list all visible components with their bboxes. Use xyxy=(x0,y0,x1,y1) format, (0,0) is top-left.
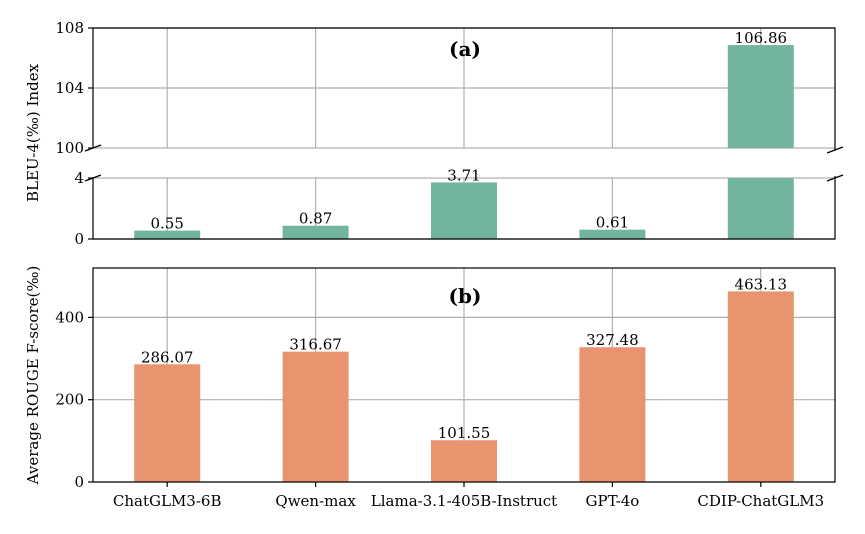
panel-a-label: (a) xyxy=(449,37,481,61)
panel-a-y-axis-label: BLEU-4(‰) Index xyxy=(24,63,42,202)
x-tick-label: Qwen-max xyxy=(275,492,356,510)
panel-a-data-label: 3.71 xyxy=(447,166,480,184)
panel-a-bar xyxy=(134,230,201,239)
panel-a-y-tick-label: 100 xyxy=(55,139,84,157)
panel-b-value-labels: 286.07 316.67 101.55 327.48 463.13 xyxy=(141,275,787,442)
panel-a-data-label: 0.87 xyxy=(299,210,332,228)
panel-b-y-tick-label: 200 xyxy=(55,391,84,409)
panel-a-bars xyxy=(134,45,794,239)
x-tick-label: CDIP-ChatGLM3 xyxy=(697,492,824,510)
panel-a-bar xyxy=(282,225,349,239)
x-tick-label: ChatGLM3-6B xyxy=(113,492,222,510)
panel-b-data-label: 286.07 xyxy=(141,348,194,366)
panel-a-y-tick-label: 104 xyxy=(55,79,84,97)
panel-a-y-tick-label: 108 xyxy=(55,19,84,37)
panel-a-y-tick-label: 0 xyxy=(74,230,84,248)
panel-b-bar xyxy=(727,291,794,482)
panel-b-bar xyxy=(579,347,646,482)
panel-a-y-tick-label: 4 xyxy=(74,169,84,187)
x-tick-label: Llama-3.1-405B-Instruct xyxy=(371,492,557,510)
panel-b: 0 200 400 286.07 316.67 101.55 327.48 463.13 C… xyxy=(24,266,836,510)
panel-b-y-ticks: 0 200 400 xyxy=(55,308,93,491)
panel-b-y-tick-label: 400 xyxy=(55,308,84,326)
panel-b-y-axis-label: Average ROUGE F-score(‰) xyxy=(24,266,42,486)
panel-b-bar xyxy=(134,364,201,482)
x-tick-label: GPT-4o xyxy=(586,492,640,510)
panel-b-data-label: 327.48 xyxy=(586,331,639,349)
panel-b-bar xyxy=(282,351,349,482)
panel-a-bar xyxy=(431,182,497,239)
panel-b-data-label: 463.13 xyxy=(735,275,788,293)
panel-b-bars xyxy=(134,291,794,482)
x-axis-tick-labels: ChatGLM3-6B Qwen-max Llama-3.1-405B-Instru… xyxy=(113,482,824,510)
panel-a-data-label: 0.55 xyxy=(150,215,183,233)
panel-b-bar xyxy=(431,440,497,482)
panel-b-data-label: 101.55 xyxy=(438,424,491,442)
panel-b-label: (b) xyxy=(449,284,482,308)
panel-a-data-label: 0.61 xyxy=(596,214,629,232)
panel-a-value-labels: 0.55 0.87 3.71 0.61 106.86 xyxy=(150,29,787,233)
panel-b-y-tick-label: 0 xyxy=(74,473,84,491)
panel-a-bar xyxy=(579,229,646,239)
panel-a: 100 104 108 0 4 0.55 0.87 3.71 0.61 106.86 (a) B… xyxy=(24,19,844,248)
panel-a-data-label: 106.86 xyxy=(735,29,788,47)
panel-a-bar xyxy=(727,45,794,148)
panel-a-bottom-frame xyxy=(92,176,836,240)
panel-a-bar-lower-segment xyxy=(727,178,794,239)
panel-a-y-ticks: 100 104 108 0 4 xyxy=(55,19,93,248)
panel-b-data-label: 316.67 xyxy=(289,336,342,354)
